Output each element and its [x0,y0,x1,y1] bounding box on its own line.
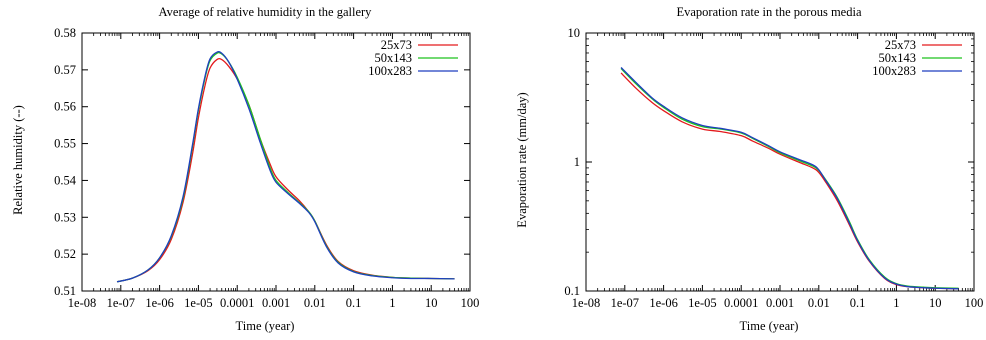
x-tick-label: 0.0001 [220,296,254,310]
y-tick-label: 0.1 [564,284,580,298]
x-tick-label: 1e-07 [611,296,639,310]
x-tick-label: 1e-08 [572,296,600,310]
x-tick-label: 1e-06 [145,296,173,310]
y-tick-label: 0.51 [54,284,76,298]
y-tick-label: 0.58 [54,26,76,40]
x-tick-label: 100 [965,296,984,310]
x-tick-label: 0.01 [808,296,830,310]
legend-label: 100x283 [872,64,916,78]
series-line-100x283 [116,51,455,283]
chart-title: Evaporation rate in the porous media [676,5,861,19]
y-tick-label: 0.57 [54,63,76,77]
y-tick-label: 0.56 [54,100,76,114]
x-tick-label: 0.1 [346,296,362,310]
x-tick-label: 1e-06 [649,296,677,310]
y-tick-label: 0.55 [54,137,76,151]
x-tick-label: 1e-07 [107,296,135,310]
y-axis-label: Evaporation rate (mm/day) [515,92,529,227]
legend-label: 50x143 [375,51,413,65]
x-tick-label: 100 [461,296,480,310]
y-axis-label: Relative humidity (--) [11,105,25,215]
x-tick-label: 10 [425,296,438,310]
x-tick-label: 1e-05 [688,296,716,310]
legend-label: 25x73 [885,38,916,52]
x-tick-label: 0.1 [850,296,866,310]
y-tick-label: 0.53 [54,210,76,224]
x-tick-label: 1 [389,296,395,310]
x-axis-label: Time (year) [236,319,295,333]
legend-label: 100x283 [368,64,412,78]
legend-label: 25x73 [381,38,412,52]
x-tick-label: 0.001 [766,296,794,310]
legend-label: 50x143 [879,51,917,65]
humidity-chart: Average of relative humidity in the gall… [11,5,479,333]
y-tick-label: 0.54 [54,173,77,187]
x-tick-label: 0.01 [304,296,326,310]
x-tick-label: 1e-08 [68,296,96,310]
x-tick-label: 10 [929,296,942,310]
chart-title: Average of relative humidity in the gall… [159,5,373,19]
y-tick-label: 1 [574,155,580,169]
series-line-50x143 [620,68,959,289]
series-line-25x73 [116,57,455,283]
evaporation-chart: Evaporation rate in the porous media Tim… [515,5,983,333]
series-line-25x73 [620,72,959,290]
x-tick-label: 1e-05 [184,296,212,310]
x-tick-label: 1 [893,296,899,310]
y-tick-label: 0.52 [54,247,76,261]
x-axis-label: Time (year) [740,319,799,333]
series-line-100x283 [620,67,959,290]
x-tick-label: 0.0001 [724,296,758,310]
y-tick-label: 10 [568,26,581,40]
x-tick-label: 0.001 [262,296,290,310]
